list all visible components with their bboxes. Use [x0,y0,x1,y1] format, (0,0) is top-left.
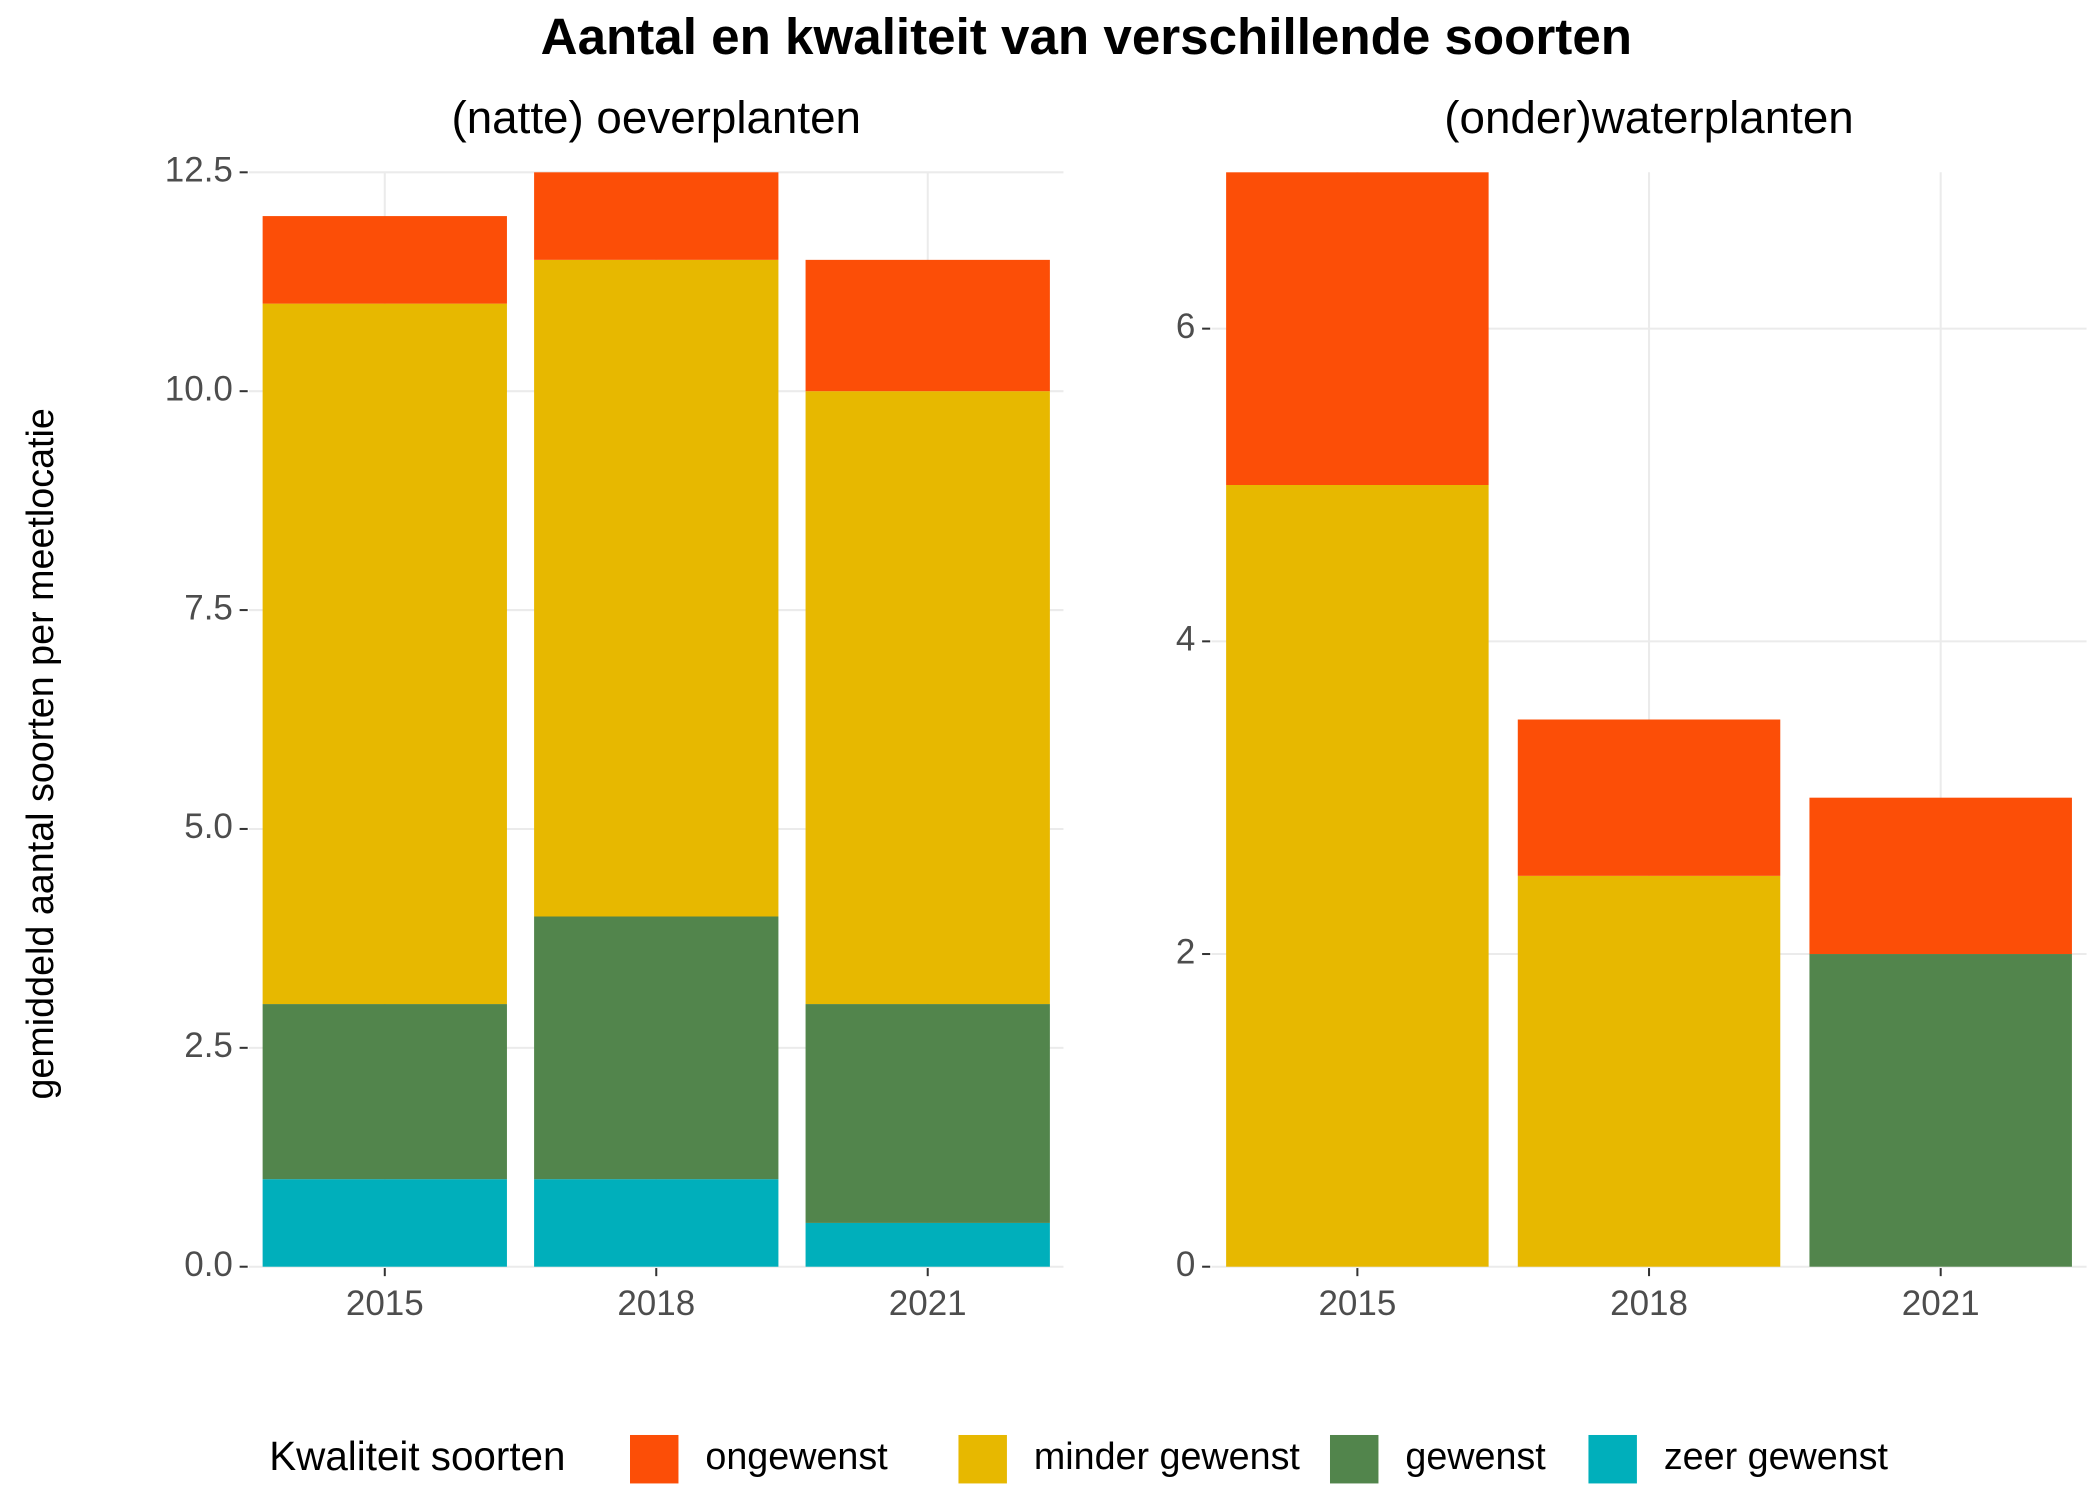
legend-label: ongewenst [705,1435,888,1477]
x-tick-label: 2018 [617,1284,695,1323]
bar-segment [805,391,1050,1005]
legend-label: zeer gewenst [1664,1435,1889,1477]
bar-segment [805,1222,1050,1267]
bar-segment [262,303,507,1005]
y-tick-label: 0.0 [184,1245,233,1284]
legend-label: gewenst [1405,1435,1546,1477]
x-tick-label: 2015 [1318,1284,1396,1323]
y-tick-label: 0 [1176,1245,1195,1284]
bar-segment [534,1179,779,1267]
bar-segment [534,172,779,260]
bar-segment [1517,719,1781,876]
y-tick-label: 4 [1176,620,1195,659]
bar-segment [534,259,779,917]
legend-title: Kwaliteit soorten [269,1433,565,1479]
y-tick-label: 10.0 [165,369,233,408]
y-axis-label: gemiddeld aantal soorten per meetlocatie [19,408,61,1099]
y-tick-label: 2 [1176,932,1195,971]
bar-segment [534,916,779,1180]
bar-segment [262,216,507,304]
x-tick-label: 2015 [346,1284,424,1323]
y-tick-label: 6 [1176,307,1195,346]
panel-subtitle: (natte) oeverplanten [452,92,861,143]
y-tick-label: 2.5 [184,1026,233,1065]
panel-subtitle: (onder)waterplanten [1444,92,1853,143]
bar-segment [1517,875,1781,1267]
bar-segment [262,1004,507,1180]
x-tick-label: 2021 [889,1284,967,1323]
bar-segment [1809,797,2072,955]
bar-segment [1226,172,1489,485]
legend-key [1588,1434,1637,1484]
legend-label: minder gewenst [1034,1435,1301,1477]
y-tick-label: 12.5 [165,151,233,190]
y-tick-label: 5.0 [184,807,233,846]
bar-segment [805,1004,1050,1223]
bar-segment [1226,484,1489,1267]
legend-key [958,1434,1007,1484]
y-tick-label: 7.5 [184,588,233,627]
bar-segment [805,259,1050,392]
legend-key [1329,1434,1379,1484]
bar-segment [1809,954,2072,1267]
legend-key [630,1434,679,1484]
x-tick-label: 2018 [1610,1284,1688,1323]
bar-segment [262,1179,507,1267]
x-tick-label: 2021 [1902,1284,1980,1323]
chart-title: Aantal en kwaliteit van verschillende so… [541,8,1632,65]
